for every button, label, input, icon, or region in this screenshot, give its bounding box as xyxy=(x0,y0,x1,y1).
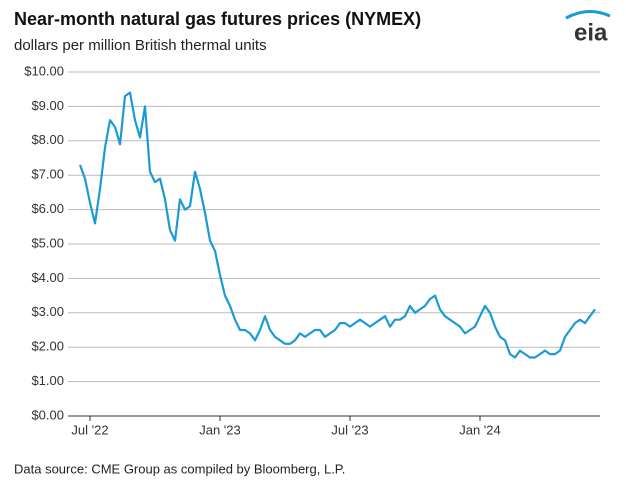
chart-subtitle: dollars per million British thermal unit… xyxy=(14,37,267,54)
logo-arc xyxy=(565,10,611,20)
x-tick-label: Jul '22 xyxy=(71,422,108,437)
line xyxy=(78,91,596,359)
x-tick-label: Jan '23 xyxy=(199,422,241,437)
y-tick-label: $8.00 xyxy=(31,132,64,147)
y-tick-label: $2.00 xyxy=(31,339,64,354)
y-tick-label: $1.00 xyxy=(31,373,64,388)
y-tick-label: $3.00 xyxy=(31,304,64,319)
y-tick-label: $9.00 xyxy=(31,98,64,113)
y-tick-label: $4.00 xyxy=(31,270,64,285)
y-tick-label: $6.00 xyxy=(31,201,64,216)
y-tick-label: $5.00 xyxy=(31,235,64,250)
source-note: Data source: CME Group as compiled by Bl… xyxy=(14,461,345,476)
y-tick-label: $7.00 xyxy=(31,167,64,182)
y-tick-label: $0.00 xyxy=(31,407,64,422)
logo: eia xyxy=(574,19,608,46)
x-tick-label: Jul '23 xyxy=(331,422,368,437)
x-tick-label: Jan '24 xyxy=(459,422,501,437)
y-tick-label: $10.00 xyxy=(24,63,64,78)
chart-title: Near-month natural gas futures prices (N… xyxy=(14,9,421,29)
